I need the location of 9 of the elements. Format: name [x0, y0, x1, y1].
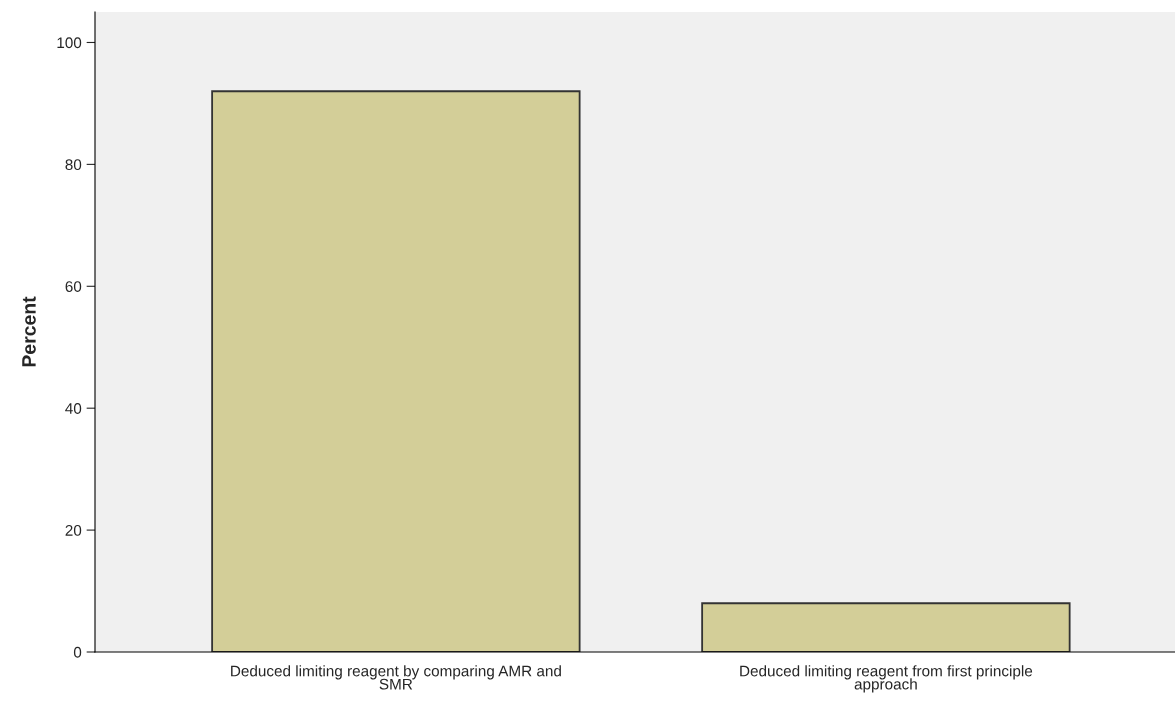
- y-tick-label: 100: [57, 37, 82, 49]
- y-tick-label: 20: [65, 524, 82, 536]
- y-tick-label: 40: [65, 403, 82, 414]
- x-tick-label: Deduced limiting reagent from first principle approach: [740, 665, 1033, 693]
- y-tick-label: 80: [65, 159, 82, 171]
- y-tick-label: 60: [65, 281, 82, 292]
- x-tick-label: Deduced limiting reagent by comparing AMR and SMR: [231, 665, 561, 690]
- y-tick-label: 0: [73, 646, 82, 658]
- y-axis-title: Percent: [22, 296, 36, 367]
